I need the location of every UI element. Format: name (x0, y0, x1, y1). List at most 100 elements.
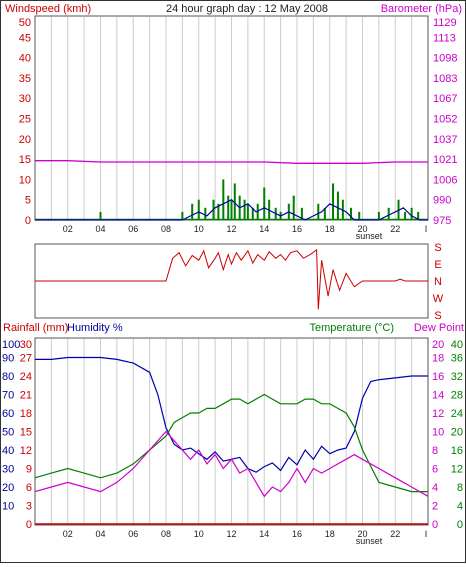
x-tick-label: 02 (63, 224, 73, 234)
climate-grid (50, 339, 413, 524)
dewpoint-axis-title: Dew Point (414, 322, 464, 334)
rainfall-tick-label: 9 (26, 464, 32, 476)
gust-bar (332, 183, 335, 220)
gust-bar (251, 207, 254, 220)
barometer-tick-label: 990 (433, 195, 451, 207)
humidity-tick-label: 50 (2, 427, 14, 439)
dewpoint-tick-label: 16 (432, 371, 444, 383)
rainfall-tick-label: 21 (20, 390, 32, 402)
humidity-tick-label: 100 (2, 339, 20, 351)
temperature-y-ticks: 0 4 8 12 16 20 24 28 32 36 40 (451, 339, 463, 531)
gust-bar (233, 183, 236, 220)
barometer-tick-label: 1098 (433, 53, 457, 65)
windspeed-axis-title: Windspeed (kmh) (5, 3, 91, 15)
direction-line (35, 248, 428, 310)
windspeed-tick-label: 25 (19, 114, 31, 126)
barometer-tick-label: 1129 (433, 17, 457, 29)
rainfall-tick-label: 15 (20, 427, 32, 439)
rainfall-axis-title: Rainfall (mm) (3, 322, 68, 334)
x-tick-label: 18 (325, 529, 335, 539)
x-tick-label: 10 (194, 224, 204, 234)
x-tick-label: 04 (95, 224, 105, 234)
gust-bar (204, 207, 207, 220)
direction-label: N (434, 276, 442, 288)
x-tick-label: 06 (128, 224, 138, 234)
gust-bar (410, 207, 413, 220)
x-tick-label: 12 (226, 529, 236, 539)
dewpoint-tick-label: 4 (432, 482, 438, 494)
temperature-tick-label: 4 (457, 501, 463, 513)
humidity-tick-label: 80 (2, 371, 14, 383)
rainfall-tick-label: 18 (20, 408, 32, 420)
humidity-tick-label: 70 (2, 390, 14, 402)
rainfall-tick-label: 24 (20, 371, 32, 383)
humidity-y-ticks: 10 20 30 40 50 60 70 80 90 100 (2, 339, 20, 513)
x-tick-label: 20 (357, 224, 367, 234)
x-tick-label: 08 (161, 529, 171, 539)
x-tick-label: I (425, 529, 428, 539)
gust-bar (181, 211, 184, 220)
windspeed-tick-label: 20 (19, 134, 31, 146)
wind-line (35, 198, 428, 221)
rainfall-tick-label: 27 (20, 353, 32, 365)
direction-label: S (434, 242, 441, 254)
wind-grid (50, 17, 413, 220)
barometer-tick-label: 1052 (433, 114, 457, 126)
x-tick-label: 18 (325, 224, 335, 234)
barometer-tick-label: 975 (433, 215, 451, 227)
temperature-tick-label: 32 (451, 371, 463, 383)
gust-bar (358, 211, 361, 220)
x-tick-label: I (425, 224, 428, 234)
wind-series (35, 198, 428, 221)
barometer-series (35, 160, 428, 164)
humidity-tick-label: 10 (2, 501, 14, 513)
direction-label: E (434, 259, 441, 271)
barometer-tick-label: 1113 (433, 32, 456, 44)
dewpoint-tick-label: 10 (432, 427, 444, 439)
rainfall-tick-label: 6 (26, 482, 32, 494)
x-axis-ticks-top: 02 04 06 08 10 12 14 16 18 20 22 I (63, 224, 428, 234)
gust-bar (417, 211, 420, 220)
gust-bar (300, 207, 303, 220)
gust-bar (387, 207, 390, 220)
dewpoint-y-ticks: 0 2 4 6 8 10 12 14 16 18 20 (432, 339, 444, 531)
barometer-axis-title: Barometer (hPa) (381, 3, 462, 15)
humidity-tick-label: 90 (2, 353, 14, 365)
dewpoint-tick-label: 8 (432, 445, 438, 457)
windspeed-tick-label: 10 (19, 174, 31, 186)
gust-bar (222, 179, 225, 220)
dewpoint-tick-label: 2 (432, 501, 438, 513)
temperature-tick-label: 0 (457, 519, 463, 531)
gust-bar (377, 211, 380, 220)
x-tick-label: 16 (292, 224, 302, 234)
x-axis-ticks-bottom: 02 04 06 08 10 12 14 16 18 20 22 I (63, 529, 428, 539)
humidity-axis-title: Humidity % (67, 322, 123, 334)
rainfall-tick-label: 30 (20, 339, 32, 351)
barometer-tick-label: 1021 (433, 154, 457, 166)
windspeed-tick-label: 40 (19, 53, 31, 65)
x-tick-label: 20 (357, 529, 367, 539)
x-tick-label: 14 (259, 529, 269, 539)
rainfall-tick-label: 12 (20, 445, 32, 457)
direction-series (35, 248, 428, 310)
x-tick-label: 22 (390, 529, 400, 539)
sunset-label-top: sunset (356, 231, 383, 241)
x-tick-label: 16 (292, 529, 302, 539)
rainfall-y-ticks: 0 3 6 9 12 15 18 21 24 27 30 (20, 339, 32, 531)
gust-bar (227, 195, 230, 220)
temperature-axis-title: Temperature (°C) (310, 322, 394, 334)
x-tick-label: 10 (194, 529, 204, 539)
dewpoint-tick-label: 6 (432, 464, 438, 476)
dewpoint-tick-label: 0 (432, 519, 438, 531)
temperature-tick-label: 16 (451, 445, 463, 457)
windspeed-tick-label: 35 (19, 73, 31, 85)
gust-bar (263, 187, 266, 220)
windspeed-tick-label: 30 (19, 93, 31, 105)
humidity-tick-label: 30 (2, 464, 14, 476)
x-tick-label: 22 (390, 224, 400, 234)
gust-bar (323, 207, 326, 220)
temperature-tick-label: 20 (451, 427, 463, 439)
windspeed-y-ticks: 0 5 10 15 20 25 30 35 40 45 50 (19, 17, 31, 227)
